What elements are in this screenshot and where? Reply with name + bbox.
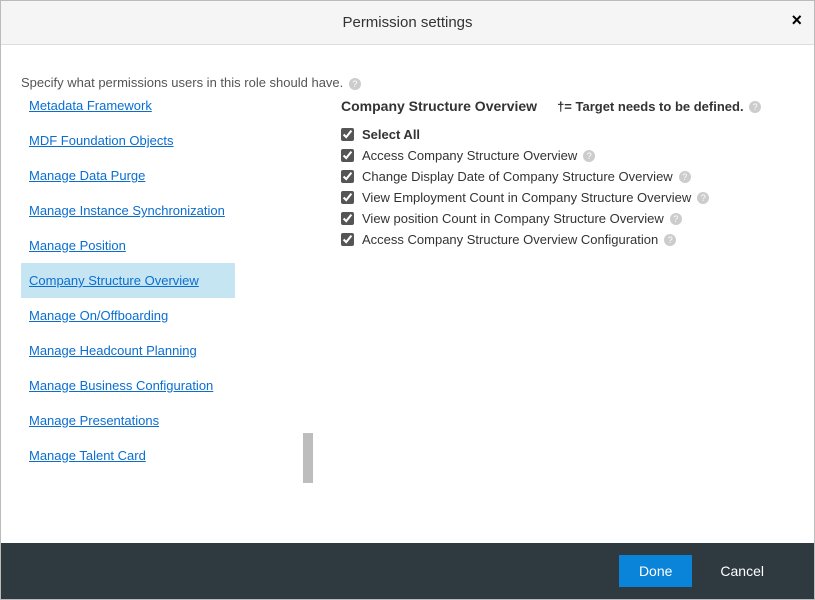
target-note: †= Target needs to be defined. ?	[557, 99, 761, 114]
dialog-titlebar: Permission settings ×	[1, 1, 814, 45]
permission-settings-dialog: Permission settings × Specify what permi…	[0, 0, 815, 600]
sidebar-item[interactable]: Manage On/Offboarding	[21, 298, 176, 333]
help-icon[interactable]: ?	[679, 171, 691, 183]
sidebar-item[interactable]: Manage Position	[21, 228, 134, 263]
select-all-label: Select All	[362, 127, 420, 142]
permission-checkbox[interactable]	[341, 233, 354, 246]
target-note-text: †= Target needs to be defined.	[557, 99, 744, 114]
dialog-title: Permission settings	[342, 14, 472, 31]
permission-row: Change Display Date of Company Structure…	[341, 166, 794, 187]
select-all-row: Select All	[341, 124, 794, 145]
intro-text: Specify what permissions users in this r…	[21, 75, 794, 90]
sidebar-item[interactable]: Metadata Framework	[21, 98, 160, 123]
content-header: Company Structure Overview †= Target nee…	[341, 98, 794, 114]
permission-row: View position Count in Company Structure…	[341, 208, 794, 229]
help-icon[interactable]: ?	[664, 234, 676, 246]
sidebar-item[interactable]: Manage Talent Card	[21, 438, 154, 473]
permission-label: Change Display Date of Company Structure…	[362, 169, 673, 184]
help-icon[interactable]: ?	[349, 78, 361, 90]
help-icon[interactable]: ?	[697, 192, 709, 204]
permission-detail-panel: Company Structure Overview †= Target nee…	[321, 98, 794, 250]
dialog-body: Specify what permissions users in this r…	[1, 45, 814, 543]
permission-checkbox[interactable]	[341, 191, 354, 204]
permission-checkbox[interactable]	[341, 212, 354, 225]
help-icon[interactable]: ?	[670, 213, 682, 225]
content-columns: Metadata FrameworkMDF Foundation Objects…	[21, 98, 794, 473]
sidebar-item[interactable]: MDF Foundation Objects	[21, 123, 182, 158]
permission-label: Access Company Structure Overview	[362, 148, 577, 163]
permission-checkbox[interactable]	[341, 170, 354, 183]
sidebar-item[interactable]: Manage Instance Synchronization	[21, 193, 233, 228]
permission-label: View position Count in Company Structure…	[362, 211, 664, 226]
sidebar-item[interactable]: Manage Presentations	[21, 403, 167, 438]
sidebar-item[interactable]: Manage Headcount Planning	[21, 333, 205, 368]
permission-category-sidebar: Metadata FrameworkMDF Foundation Objects…	[21, 98, 321, 473]
permission-row: View Employment Count in Company Structu…	[341, 187, 794, 208]
close-icon[interactable]: ×	[791, 11, 802, 29]
done-button[interactable]: Done	[619, 555, 692, 587]
cancel-button[interactable]: Cancel	[700, 555, 784, 587]
section-title: Company Structure Overview	[341, 98, 537, 114]
sidebar-item[interactable]: Manage Data Purge	[21, 158, 153, 193]
permission-label: Access Company Structure Overview Config…	[362, 232, 658, 247]
intro-label: Specify what permissions users in this r…	[21, 75, 343, 90]
permission-row: Access Company Structure Overview?	[341, 145, 794, 166]
permission-label: View Employment Count in Company Structu…	[362, 190, 691, 205]
permission-row: Access Company Structure Overview Config…	[341, 229, 794, 250]
help-icon[interactable]: ?	[749, 101, 761, 113]
dialog-footer: Done Cancel	[1, 543, 814, 599]
select-all-checkbox[interactable]	[341, 128, 354, 141]
sidebar-item[interactable]: Company Structure Overview	[21, 263, 235, 298]
help-icon[interactable]: ?	[583, 150, 595, 162]
sidebar-item[interactable]: Manage Business Configuration	[21, 368, 221, 403]
sidebar-scrollbar-thumb[interactable]	[303, 433, 313, 483]
permission-checkbox[interactable]	[341, 149, 354, 162]
